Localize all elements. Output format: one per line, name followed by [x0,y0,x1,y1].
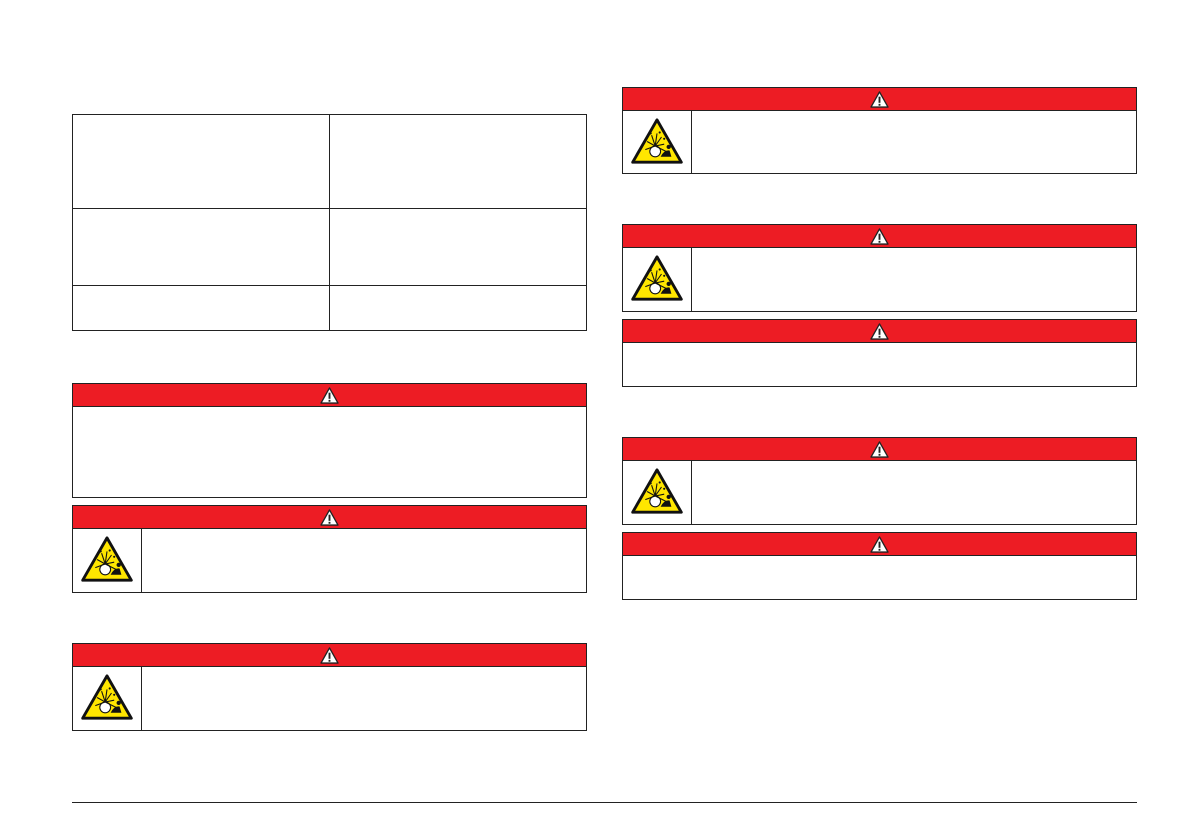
warning-box [622,437,1137,525]
warning-box [622,87,1137,174]
warning-box [622,532,1137,600]
warning-box [72,383,587,498]
warning-box [72,643,587,731]
warning-box [72,505,587,593]
info-table [72,114,587,331]
warning-box [622,319,1137,387]
warning-box [622,224,1137,312]
